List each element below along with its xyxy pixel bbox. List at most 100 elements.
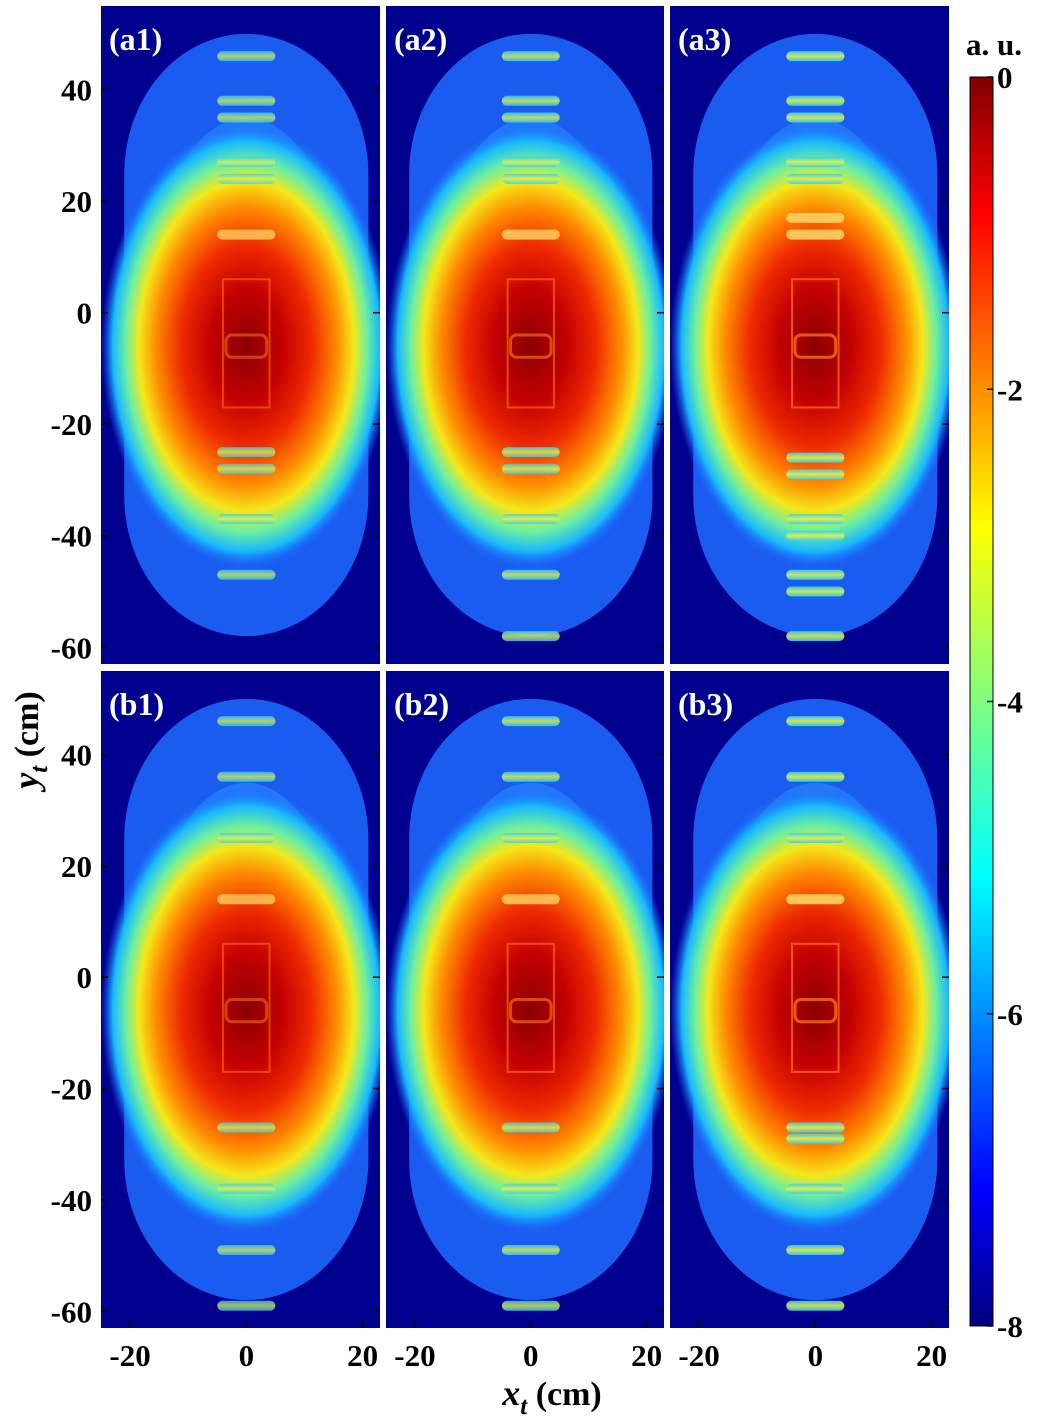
panel-separators [101,6,949,1328]
y-axis-title: yt (cm) [6,691,53,793]
target-band [217,894,276,905]
target-band [217,95,276,106]
panel-b3: (b3) [670,671,949,1328]
inner-target [509,333,553,359]
inner-target [224,998,269,1024]
panel-a1: (a1) [101,6,380,664]
target-band [786,771,845,782]
y-tick-label: 40 [61,738,92,773]
y-tick-label: 40 [61,73,92,108]
inner-target [506,278,555,409]
target-band [786,469,845,480]
hotspot [101,787,380,1234]
target-band [501,771,560,782]
target-band [786,1183,845,1194]
x-tick-label: 0 [523,1338,539,1373]
panel-a3: (a3) [670,6,949,664]
y-tick-label: -60 [51,630,92,665]
target-band [786,530,845,541]
target-band [501,173,560,184]
target-band [501,229,560,240]
hotspot [386,787,664,1234]
y-tick-label: -40 [51,519,92,554]
target-band [501,514,560,525]
target-band [217,173,276,184]
target-band [217,447,276,458]
target-band [786,229,845,240]
hotspot [101,123,380,570]
target-band [217,771,276,782]
target-band [217,112,276,123]
target-band [786,452,845,463]
x-tick-label: -20 [678,1338,719,1373]
y-tick-label: 0 [77,960,93,995]
target-band [217,1245,276,1256]
panel-separator [101,664,949,671]
axes: 40 20 0 -20 -40 -60 40 20 0 -20 -40 -60 -20 0 20 -20 0 20… [51,73,947,1373]
target-band [501,463,560,474]
target-band [217,1122,276,1133]
y-tick-label: 20 [61,849,92,884]
target-band [786,112,845,123]
target-band [501,51,560,62]
target-band [501,157,560,168]
colorbar-tick-label: -4 [997,685,1023,720]
target-band [786,833,845,844]
inner-target [791,942,840,1073]
inner-target [509,998,553,1024]
panel-label: (b3) [678,686,733,722]
hotspot [670,123,949,570]
x-axis-title: xt (cm) [501,1373,602,1418]
target-band [217,1300,276,1311]
target-band [217,716,276,727]
colorbar-title: a. u. [966,27,1022,62]
target-band [786,1122,845,1133]
target-band [501,1245,560,1256]
target-band [217,229,276,240]
target-band [501,833,560,844]
x-tick-label: -20 [109,1338,150,1373]
target-band [786,1133,845,1144]
target-band [217,833,276,844]
target-band [501,1122,560,1133]
panel-label: (b1) [109,686,164,722]
colorbar: 0 -2 -4 -6 -8 [969,60,1023,1344]
panels: (a1) (a2) (a3) (b1) (b2) (b3) [101,6,949,1328]
inner-target [506,942,555,1073]
target-band [786,894,845,905]
target-band [217,463,276,474]
target-band [501,569,560,580]
x-tick-label: 20 [631,1338,662,1373]
y-tick-label: 0 [77,296,93,331]
target-band [501,447,560,458]
target-band [786,173,845,184]
target-band [501,631,560,642]
panel-b1: (b1) [101,671,380,1328]
colorbar-tick-label: -6 [997,997,1023,1032]
target-band [501,716,560,727]
colorbar-tick-label: -8 [997,1309,1023,1344]
x-tick-label: 0 [808,1338,824,1373]
inner-target [222,278,271,409]
y-tick-label: -60 [51,1294,92,1329]
target-band [786,1300,845,1311]
colorbar-tick-label: 0 [997,60,1013,95]
target-band [786,631,845,642]
y-tick-label: -20 [51,1072,92,1107]
inner-target [224,333,269,359]
target-band [217,157,276,168]
target-band [501,112,560,123]
panel-b2: (b2) [386,671,664,1328]
x-tick-label: 20 [916,1338,947,1373]
colorbar-tick-label: -2 [997,372,1023,407]
target-band [786,51,845,62]
target-band [501,95,560,106]
panel-label: (a2) [394,21,447,57]
x-tick-label: -20 [394,1338,435,1373]
target-band [786,514,845,525]
panel-label: (a1) [109,21,162,57]
inner-target [793,333,838,359]
y-tick-label: -20 [51,407,92,442]
hotspot [670,787,949,1234]
